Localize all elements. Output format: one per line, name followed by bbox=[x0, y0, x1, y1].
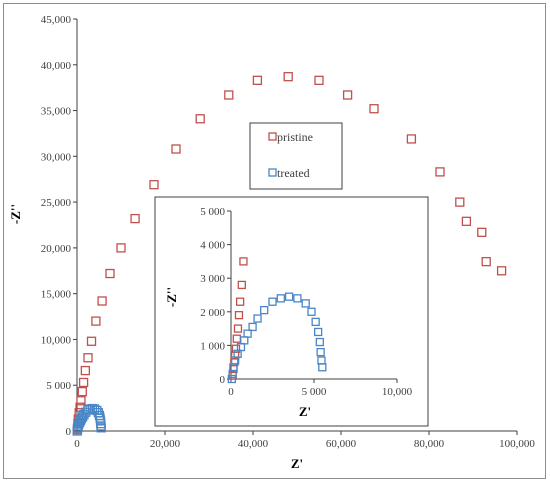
main-y-tick-label: 45,000 bbox=[41, 14, 72, 26]
legend-marker-treated bbox=[268, 168, 277, 177]
inset-frame bbox=[154, 196, 429, 427]
inset-data-points bbox=[227, 257, 327, 384]
inset-y-axis-label: -Z'' bbox=[164, 287, 179, 307]
main-x-tick-label: 80,000 bbox=[414, 438, 445, 450]
main-point-pristine bbox=[224, 90, 234, 100]
main-point-pristine bbox=[252, 75, 263, 85]
inset-point-treated bbox=[260, 305, 269, 315]
main-point-pristine bbox=[86, 336, 97, 346]
main-point-pristine bbox=[149, 180, 159, 190]
legend-box bbox=[249, 122, 343, 190]
main-y-tick-label: 40,000 bbox=[41, 60, 72, 72]
inset-point-pristine bbox=[235, 297, 245, 306]
inset-y-tick-label: 0 bbox=[220, 374, 226, 386]
inset-point-treated bbox=[316, 347, 325, 357]
inset-x-axis-label: Z' bbox=[299, 404, 311, 419]
inset-point-pristine bbox=[239, 257, 248, 266]
main-x-tick-label: 20,000 bbox=[150, 438, 181, 450]
inset-chart: 0 5 000 10,000 0 1 000 2 000 3 000 4 000 5 000 Z… bbox=[154, 196, 429, 427]
main-data-points bbox=[72, 72, 507, 436]
main-point-pristine bbox=[369, 104, 379, 114]
inset-y-tick-label: 1 000 bbox=[200, 340, 225, 352]
main-point-pristine bbox=[435, 167, 445, 177]
inset-point-pristine bbox=[234, 311, 244, 320]
main-point-pristine bbox=[195, 114, 205, 124]
main-x-axis-label: Z' bbox=[291, 456, 303, 471]
inset-point-pristine bbox=[231, 344, 241, 353]
inset-tick-labels: 0 5 000 10,000 0 1 000 2 000 3 000 4 000 5 000 bbox=[200, 206, 412, 398]
inset-point-treated bbox=[293, 294, 302, 303]
main-point-pristine bbox=[78, 377, 89, 388]
inset-point-treated bbox=[253, 314, 262, 323]
main-axes bbox=[73, 18, 518, 435]
legend-label-pristine: pristine bbox=[277, 130, 313, 144]
main-point-pristine bbox=[477, 227, 487, 237]
main-point-pristine bbox=[314, 75, 324, 85]
main-y-tick-label: 30,000 bbox=[41, 151, 72, 163]
main-point-pristine bbox=[116, 243, 126, 253]
main-point-pristine bbox=[97, 296, 107, 306]
main-y-axis-label: -Z'' bbox=[8, 204, 23, 224]
main-x-tick-label: 40,000 bbox=[238, 438, 269, 450]
inset-point-treated bbox=[268, 297, 277, 306]
legend-marker-pristine bbox=[268, 132, 277, 141]
inset-point-treated bbox=[311, 317, 320, 327]
main-x-tick-label: 0 bbox=[74, 438, 80, 450]
main-y-tick-label: 25,000 bbox=[41, 197, 72, 209]
main-point-pristine bbox=[283, 72, 293, 82]
legend-label-treated: treated bbox=[277, 166, 310, 180]
inset-x-tick-label: 5 000 bbox=[302, 386, 327, 398]
main-point-treated bbox=[96, 423, 106, 433]
main-point-pristine bbox=[461, 216, 472, 226]
inset-point-treated bbox=[307, 307, 316, 316]
chart-frame bbox=[3, 3, 546, 479]
legend: pristine treated bbox=[249, 122, 343, 190]
inset-point-treated bbox=[276, 294, 285, 303]
main-y-tick-label: 15,000 bbox=[41, 289, 72, 301]
main-point-pristine bbox=[91, 316, 101, 326]
main-point-pristine bbox=[80, 365, 91, 376]
inset-point-treated bbox=[301, 299, 310, 308]
main-tick-labels: 0 20,000 40,000 60,000 80,000 100,000 0 5 000 10… bbox=[41, 14, 536, 450]
main-point-pristine bbox=[130, 213, 140, 224]
main-y-tick-label: 0 bbox=[66, 426, 72, 438]
main-point-pristine bbox=[342, 90, 353, 100]
main-point-pristine bbox=[105, 268, 115, 279]
main-x-tick-label: 100,000 bbox=[499, 438, 535, 450]
inset-point-pristine bbox=[237, 280, 246, 290]
inset-y-tick-label: 2 000 bbox=[200, 307, 225, 319]
main-point-pristine bbox=[496, 266, 507, 276]
inset-x-tick-label: 10,000 bbox=[382, 386, 413, 398]
inset-y-tick-label: 5 000 bbox=[200, 206, 225, 218]
main-x-tick-label: 60,000 bbox=[326, 438, 357, 450]
main-point-pristine bbox=[455, 197, 465, 207]
main-y-tick-label: 35,000 bbox=[41, 106, 72, 118]
main-y-tick-label: 10,000 bbox=[41, 334, 72, 346]
inset-point-treated bbox=[315, 337, 324, 347]
inset-y-tick-label: 3 000 bbox=[200, 273, 225, 285]
inset-point-treated bbox=[318, 363, 327, 372]
inset-axes bbox=[227, 210, 398, 383]
inset-point-treated bbox=[227, 374, 236, 384]
inset-point-treated bbox=[248, 322, 257, 332]
main-point-pristine bbox=[171, 144, 181, 154]
main-point-pristine bbox=[77, 386, 87, 397]
inset-point-treated bbox=[284, 292, 294, 301]
main-point-pristine bbox=[76, 396, 86, 406]
main-point-pristine bbox=[481, 256, 491, 267]
inset-point-pristine bbox=[233, 324, 243, 333]
main-y-tick-label: 20,000 bbox=[41, 243, 72, 255]
main-point-pristine bbox=[83, 353, 93, 363]
main-y-tick-label: 5 000 bbox=[46, 380, 71, 392]
inset-x-tick-label: 0 bbox=[228, 386, 234, 398]
inset-y-tick-label: 4 000 bbox=[200, 240, 225, 252]
inset-point-treated bbox=[243, 329, 252, 338]
inset-point-treated bbox=[313, 327, 323, 337]
main-point-pristine bbox=[406, 134, 417, 144]
